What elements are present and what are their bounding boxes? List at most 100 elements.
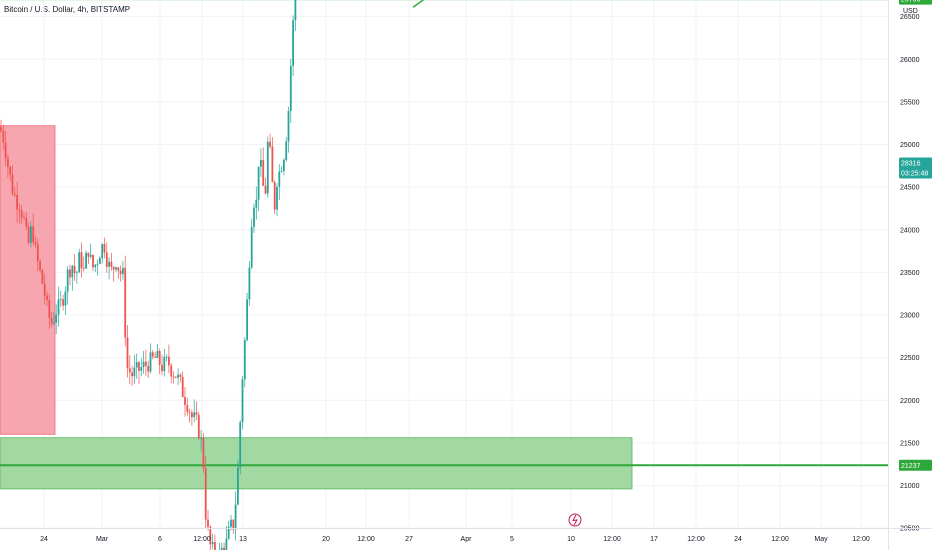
candle bbox=[94, 263, 97, 273]
candle bbox=[200, 429, 202, 452]
candle bbox=[73, 254, 76, 281]
candle-body bbox=[269, 141, 271, 147]
candle bbox=[232, 519, 235, 535]
y-tick-label: 26000 bbox=[900, 57, 920, 64]
x-tick-label: 10 bbox=[567, 536, 575, 543]
candle-body bbox=[122, 267, 124, 275]
x-tick-label: 6 bbox=[158, 536, 162, 543]
candle-body bbox=[181, 376, 184, 398]
candle-body bbox=[285, 141, 288, 161]
candle-body bbox=[80, 252, 83, 269]
candle-body bbox=[209, 526, 212, 545]
candle bbox=[46, 291, 48, 307]
candle bbox=[112, 265, 115, 282]
candle bbox=[128, 355, 131, 385]
candle-body bbox=[147, 365, 150, 372]
price-axis: USD3100030500300002950029000285002800027… bbox=[888, 0, 932, 550]
candle-body bbox=[25, 218, 28, 227]
candle-body bbox=[184, 397, 186, 406]
candle bbox=[220, 542, 223, 550]
candle-body bbox=[78, 252, 81, 273]
candle-body bbox=[82, 268, 85, 269]
x-tick-label: 12:00 bbox=[357, 536, 375, 543]
candle-body bbox=[145, 361, 147, 366]
candle-body bbox=[87, 252, 90, 257]
x-tick-label: 12:00 bbox=[852, 536, 870, 543]
candle-body bbox=[179, 374, 182, 377]
candle-body bbox=[69, 269, 71, 278]
candle-body bbox=[66, 269, 69, 292]
candle bbox=[103, 237, 106, 259]
candle bbox=[36, 238, 39, 272]
candle-body bbox=[241, 379, 244, 423]
candle bbox=[214, 534, 216, 550]
y-tick-label: 20500 bbox=[900, 526, 920, 533]
candle bbox=[292, 15, 294, 77]
candle-body bbox=[188, 411, 191, 413]
support-1-badge-bg bbox=[899, 0, 932, 5]
candle-body bbox=[30, 226, 32, 243]
candle-body bbox=[214, 542, 216, 550]
candle-body bbox=[4, 142, 7, 159]
candle bbox=[126, 325, 129, 378]
candle bbox=[30, 221, 32, 248]
x-tick-label: 5 bbox=[510, 536, 514, 543]
candle bbox=[89, 243, 92, 259]
x-tick-label: 12:00 bbox=[771, 536, 789, 543]
candle bbox=[257, 166, 260, 212]
candle bbox=[197, 411, 200, 441]
candle bbox=[138, 361, 140, 385]
candle-body bbox=[232, 519, 235, 530]
candle bbox=[133, 355, 136, 384]
candle-body bbox=[161, 364, 163, 372]
candle-body bbox=[234, 504, 237, 530]
candle bbox=[177, 368, 179, 386]
candle-body bbox=[27, 226, 30, 243]
x-tick-label: 13 bbox=[239, 536, 247, 543]
candle-body bbox=[266, 141, 269, 194]
y-tick-label: 22000 bbox=[900, 398, 920, 405]
candle-body bbox=[124, 267, 127, 338]
candle-body bbox=[7, 158, 9, 167]
candle-body bbox=[64, 291, 67, 306]
y-tick-label: 24500 bbox=[900, 185, 920, 192]
candle bbox=[243, 337, 246, 388]
candle-body bbox=[230, 519, 232, 527]
candle bbox=[131, 365, 133, 386]
candle bbox=[186, 397, 189, 416]
candle bbox=[269, 133, 271, 149]
candle bbox=[250, 218, 253, 270]
candle bbox=[78, 248, 81, 273]
y-tick-label: 21000 bbox=[900, 483, 920, 490]
candle bbox=[41, 268, 44, 285]
last-price-badge-text: 28316 bbox=[901, 161, 921, 168]
candle bbox=[99, 255, 101, 264]
candle bbox=[276, 183, 278, 217]
x-tick-label: May bbox=[814, 536, 828, 543]
candle-body bbox=[172, 376, 175, 378]
candle bbox=[195, 401, 198, 421]
candle bbox=[57, 286, 60, 327]
x-tick-label: 27 bbox=[405, 536, 413, 543]
candle-body bbox=[262, 159, 265, 186]
candle bbox=[11, 165, 14, 196]
candle bbox=[184, 387, 186, 417]
candle-body bbox=[59, 299, 62, 301]
candle-body bbox=[50, 317, 53, 324]
candle-body bbox=[287, 110, 290, 142]
candle bbox=[53, 312, 55, 326]
candle-body bbox=[34, 242, 37, 245]
candle bbox=[23, 213, 25, 221]
candle bbox=[147, 360, 150, 378]
candle-body bbox=[151, 352, 154, 357]
candle-body bbox=[140, 367, 143, 371]
candle-body bbox=[18, 209, 21, 211]
candle bbox=[71, 264, 74, 291]
candle-body bbox=[133, 367, 136, 377]
candle bbox=[289, 58, 292, 124]
y-tick-label: 23000 bbox=[900, 313, 920, 320]
candle-body bbox=[0, 127, 2, 131]
candle bbox=[191, 409, 193, 426]
candle bbox=[188, 408, 191, 423]
